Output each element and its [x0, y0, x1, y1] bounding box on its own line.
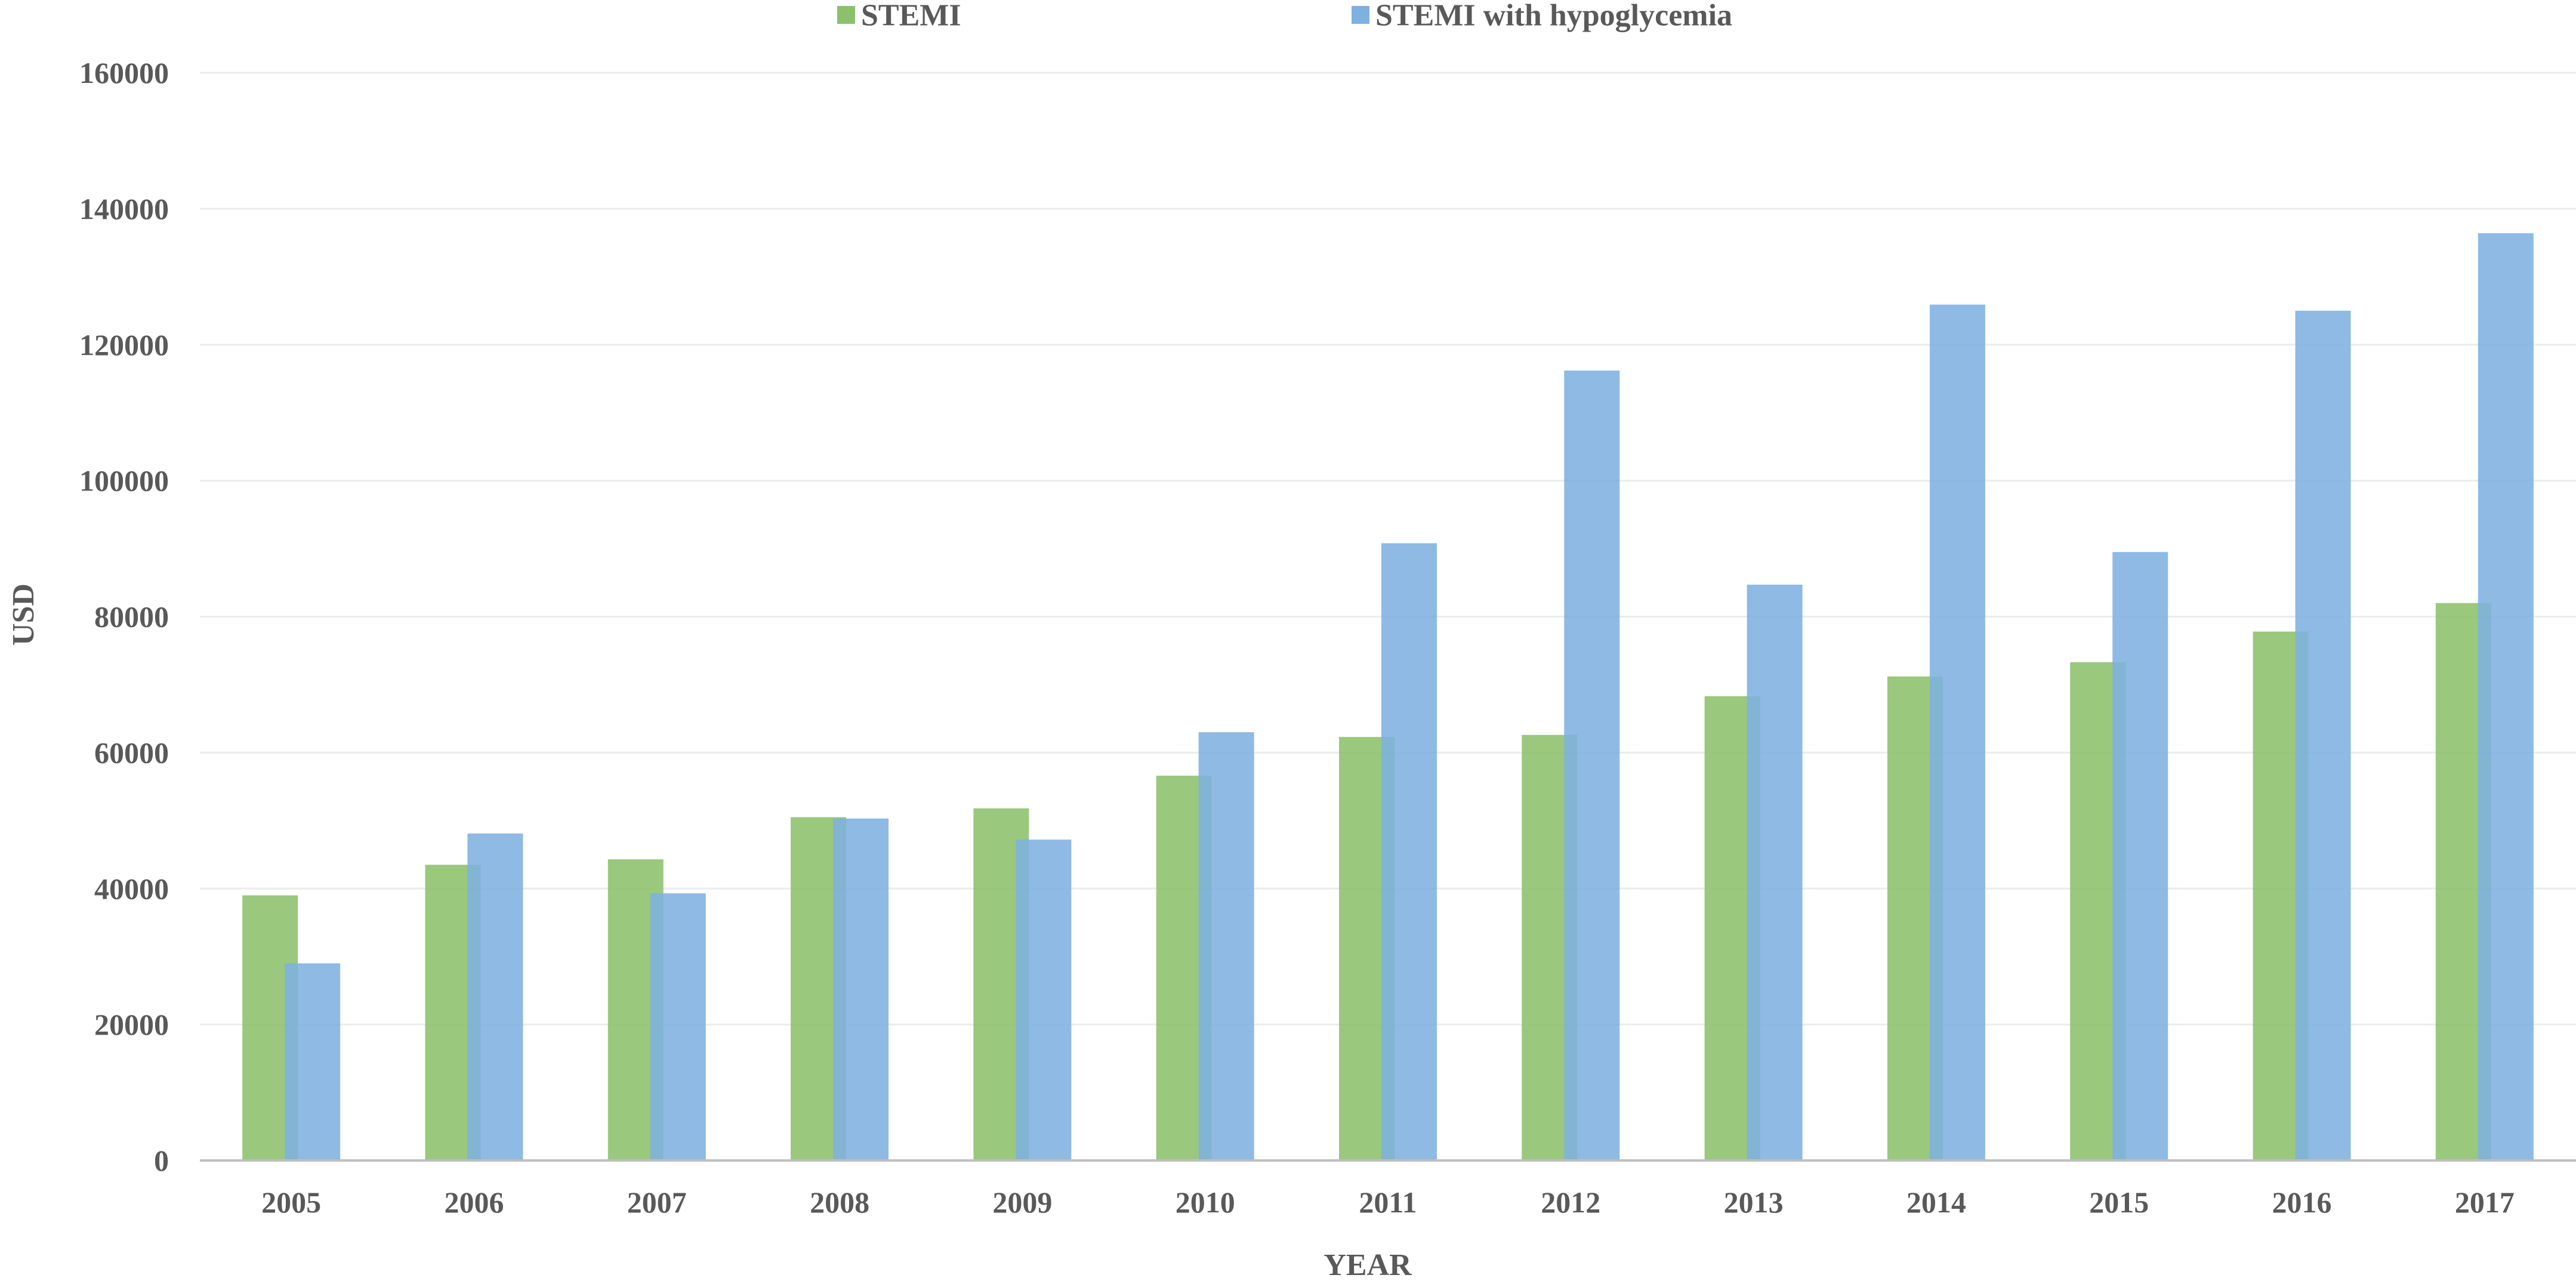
y-tick-label: 40000	[94, 872, 169, 905]
x-tick-labels: 2005 2006 2007 2008 2009 2010 2011 2012 2013 2014…	[261, 1186, 2515, 1219]
bar-stemi-hypoglycemia	[1198, 732, 1254, 1160]
bar-stemi-hypoglycemia	[650, 893, 706, 1160]
x-tick-label: 2010	[1176, 1186, 1235, 1219]
bar-stemi-hypoglycemia	[2295, 310, 2351, 1160]
y-tick-label: 100000	[79, 464, 169, 498]
x-axis-title: YEAR	[1324, 1248, 1412, 1278]
bar-stemi-hypoglycemia	[285, 963, 341, 1160]
y-tick-labels: 0 20000 40000 60000 80000 100000 120000 140000 1…	[79, 56, 169, 1177]
x-tick-label: 2005	[261, 1186, 321, 1219]
bar-stemi-hypoglycemia	[1747, 584, 1803, 1160]
legend: STEMI STEMI with hypoglycemia	[837, 0, 1732, 33]
x-tick-label: 2007	[627, 1186, 687, 1219]
bar-stemi-hypoglycemia	[1929, 304, 1985, 1161]
legend-swatch	[1352, 6, 1369, 24]
x-tick-label: 2016	[2272, 1186, 2332, 1219]
x-tick-label: 2015	[2089, 1186, 2149, 1219]
y-axis-title: USD	[7, 584, 41, 646]
y-tick-label: 20000	[94, 1008, 169, 1041]
x-tick-label: 2006	[444, 1186, 504, 1219]
y-tick-label: 80000	[94, 600, 169, 634]
bar-stemi-hypoglycemia	[833, 818, 889, 1160]
y-tick-label: 60000	[94, 736, 169, 769]
legend-label: STEMI	[861, 0, 961, 33]
y-tick-label: 140000	[79, 192, 169, 226]
x-tick-label: 2009	[992, 1186, 1052, 1219]
x-tick-label: 2012	[1541, 1186, 1600, 1219]
x-tick-label: 2014	[1906, 1186, 1966, 1219]
y-tick-label: 120000	[79, 328, 169, 362]
bars	[242, 233, 2534, 1161]
legend-swatch	[837, 6, 855, 24]
y-tick-label: 160000	[79, 56, 169, 89]
bar-stemi-hypoglycemia	[467, 833, 523, 1160]
legend-label: STEMI with hypoglycemia	[1375, 0, 1732, 33]
x-tick-label: 2017	[2455, 1186, 2515, 1219]
bar-stemi-hypoglycemia	[1016, 839, 1072, 1160]
bar-stemi-hypoglycemia	[2478, 233, 2534, 1161]
x-tick-label: 2011	[1359, 1186, 1417, 1219]
x-tick-label: 2013	[1724, 1186, 1784, 1219]
y-tick-label: 0	[154, 1144, 169, 1177]
x-tick-label: 2008	[810, 1186, 869, 1219]
bar-stemi-hypoglycemia	[2112, 552, 2168, 1160]
bar-stemi-hypoglycemia	[1564, 371, 1620, 1160]
bar-stemi-hypoglycemia	[1381, 543, 1437, 1160]
